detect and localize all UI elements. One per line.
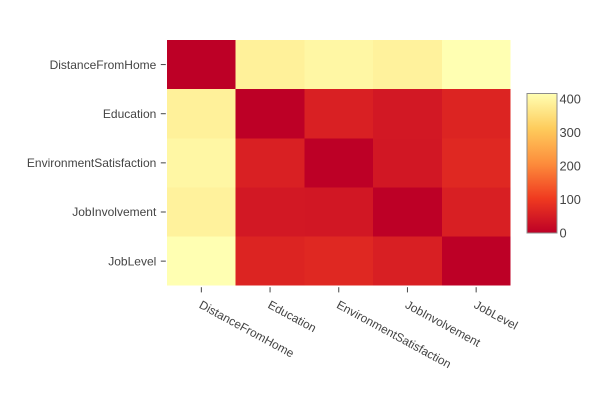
svg-text:300: 300 <box>560 125 581 140</box>
svg-text:Education: Education <box>103 107 156 121</box>
svg-text:EnvironmentSatisfaction: EnvironmentSatisfaction <box>27 156 156 170</box>
svg-text:400: 400 <box>560 91 581 106</box>
svg-text:JobLevel: JobLevel <box>108 254 156 268</box>
svg-text:0: 0 <box>560 225 567 240</box>
svg-text:100: 100 <box>560 192 581 207</box>
svg-text:200: 200 <box>560 158 581 173</box>
svg-text:DistanceFromHome: DistanceFromHome <box>50 58 157 72</box>
svg-text:JobInvolvement: JobInvolvement <box>72 205 157 219</box>
